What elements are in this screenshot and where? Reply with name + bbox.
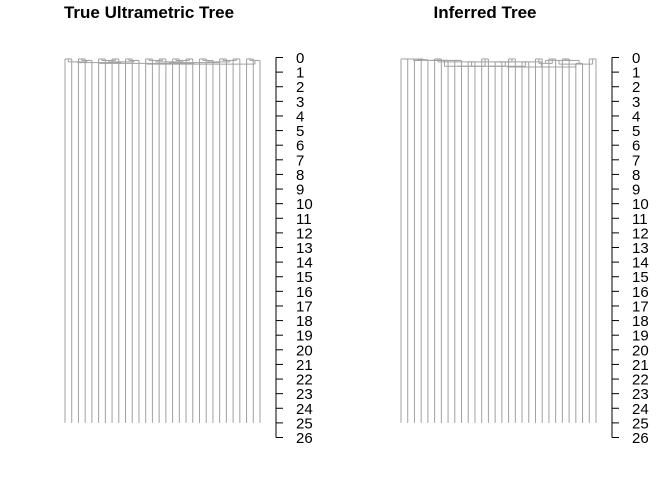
- y-tick-label: 6: [632, 138, 640, 155]
- y-tick-label: 7: [632, 152, 640, 169]
- y-tick-label: 16: [296, 284, 313, 301]
- y-tick-label: 22: [296, 372, 313, 389]
- y-tick-label: 2: [632, 79, 640, 96]
- y-tick-label: 26: [632, 430, 649, 447]
- y-tick-label: 14: [632, 255, 649, 272]
- y-tick-label: 2: [296, 79, 304, 96]
- y-tick-label: 15: [296, 269, 313, 286]
- inferred-tree-panel: 0123456789101112131415161718192021222324…: [400, 50, 649, 447]
- y-tick-label: 1: [632, 65, 640, 82]
- y-tick-label: 3: [296, 94, 304, 111]
- y-tick-label: 8: [296, 167, 304, 184]
- y-tick-label: 10: [296, 196, 313, 213]
- chart-title-inferred-tree: Inferred Tree: [434, 3, 537, 22]
- y-tick-label: 11: [632, 211, 648, 228]
- y-tick-label: 25: [296, 415, 313, 432]
- y-tick-label: 1: [296, 65, 304, 82]
- y-tick-label: 11: [296, 211, 312, 228]
- y-tick-label: 15: [632, 269, 649, 286]
- y-tick-label: 7: [296, 152, 304, 169]
- y-tick-label: 19: [296, 328, 313, 345]
- y-tick-label: 25: [632, 415, 649, 432]
- y-tick-label: 4: [296, 108, 304, 125]
- y-tick-label: 17: [296, 298, 313, 315]
- y-tick-label: 4: [632, 108, 640, 125]
- y-tick-label: 12: [296, 225, 313, 242]
- y-tick-label: 0: [296, 50, 304, 67]
- y-tick-label: 10: [632, 196, 649, 213]
- y-tick-label: 20: [296, 342, 313, 359]
- chart-title-true-tree: True Ultrametric Tree: [64, 3, 234, 22]
- y-tick-label: 6: [296, 138, 304, 155]
- y-tick-label: 14: [296, 255, 313, 272]
- y-tick-label: 24: [632, 401, 649, 418]
- y-tick-label: 5: [632, 123, 640, 140]
- y-tick-label: 19: [632, 328, 649, 345]
- y-tick-label: 8: [632, 167, 640, 184]
- y-tick-label: 13: [296, 240, 313, 257]
- y-tick-label: 23: [296, 386, 313, 403]
- y-tick-label: 13: [632, 240, 649, 257]
- y-tick-label: 20: [632, 342, 649, 359]
- y-tick-label: 16: [632, 284, 649, 301]
- y-tick-label: 21: [296, 357, 313, 374]
- y-tick-label: 0: [632, 50, 640, 67]
- y-tick-label: 5: [296, 123, 304, 140]
- y-tick-label: 22: [632, 372, 649, 389]
- y-tick-label: 23: [632, 386, 649, 403]
- y-tick-label: 26: [296, 430, 313, 447]
- y-tick-label: 12: [632, 225, 649, 242]
- y-tick-label: 18: [296, 313, 313, 330]
- y-tick-label: 24: [296, 401, 313, 418]
- y-tick-label: 18: [632, 313, 649, 330]
- y-tick-label: 9: [296, 182, 304, 199]
- y-tick-label: 21: [632, 357, 649, 374]
- y-tick-label: 3: [632, 94, 640, 111]
- y-tick-label: 9: [632, 182, 640, 199]
- y-tick-label: 17: [632, 298, 649, 315]
- true-tree-panel: 0123456789101112131415161718192021222324…: [64, 50, 313, 447]
